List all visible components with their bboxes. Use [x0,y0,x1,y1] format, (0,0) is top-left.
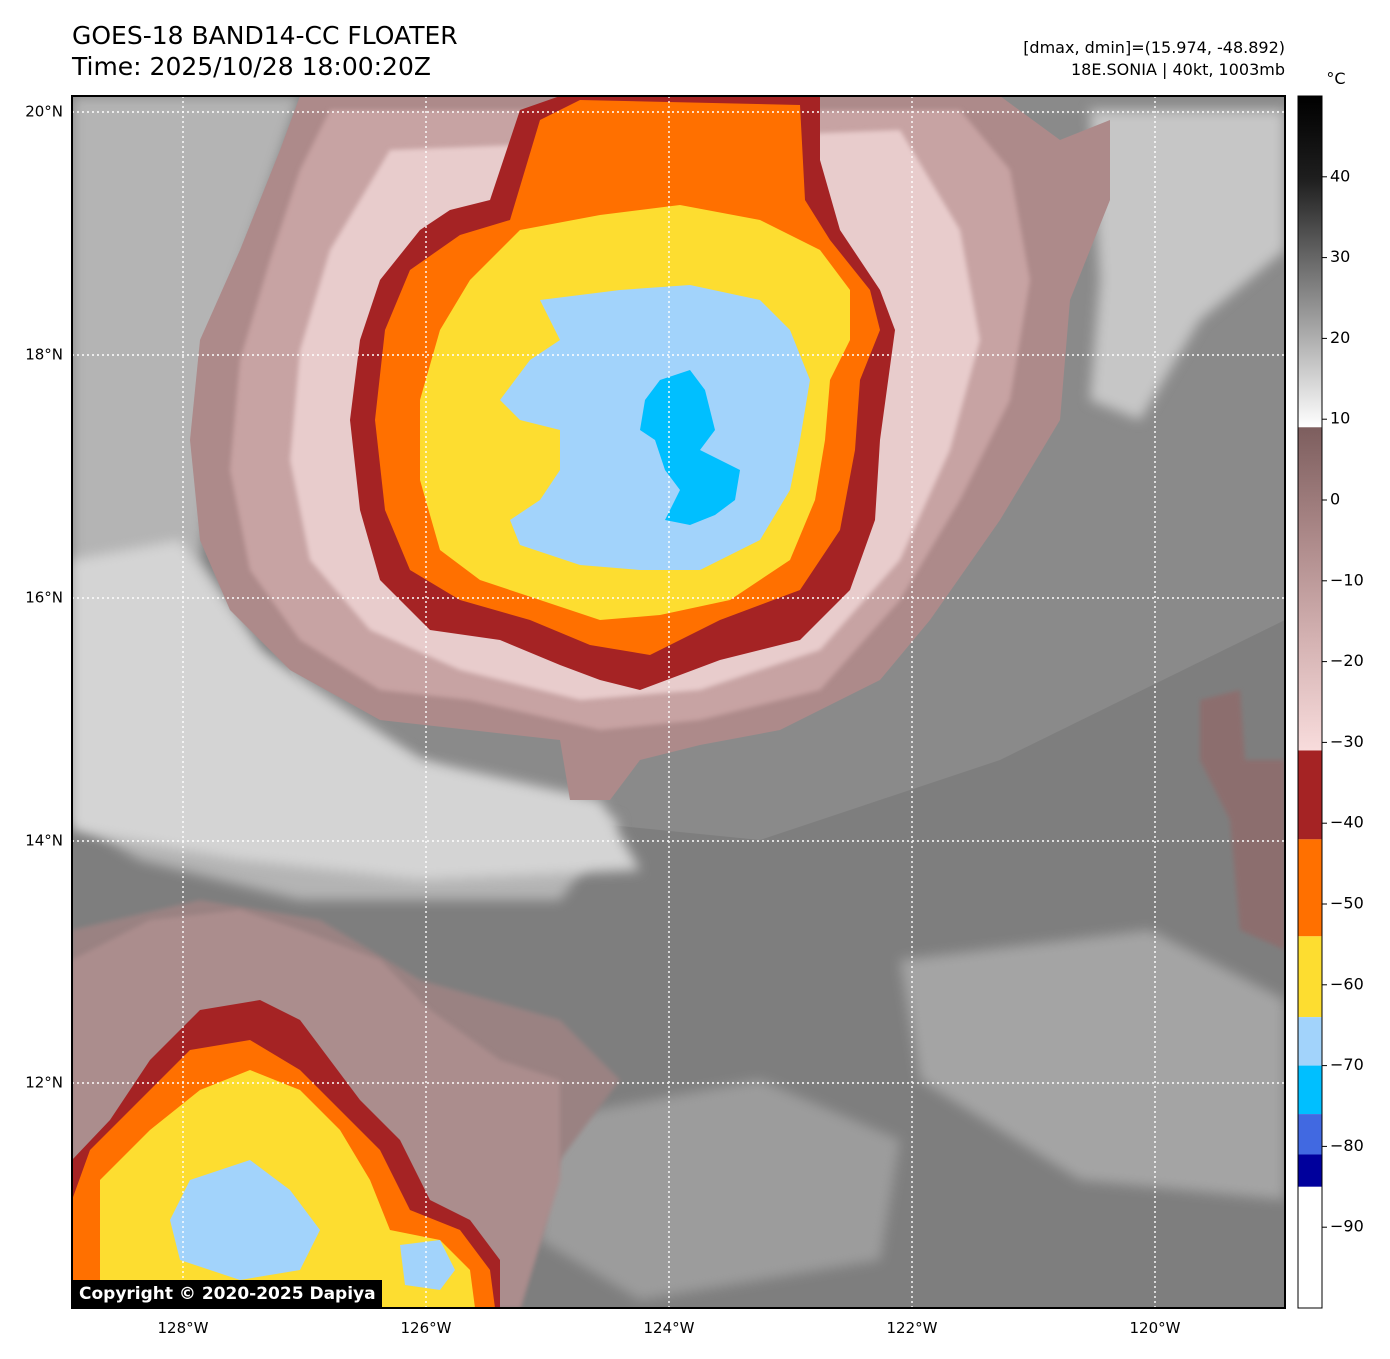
map-frame [71,95,1286,1309]
lon-tick-label: 120°W [1130,1319,1181,1337]
colorbar-tick-label: −40 [1330,813,1364,832]
colorbar-tick-label: −60 [1330,974,1364,993]
lat-tick-label: 16°N [25,589,63,607]
colorbar-segment [1298,750,1322,840]
observation-time: Time: 2025/10/28 18:00:20Z [72,52,431,81]
colorbar-segment [1298,1017,1322,1066]
graticule [72,96,1285,1308]
colorbar-tick-label: 40 [1330,166,1350,185]
copyright-notice: Copyright © 2020-2025 Dapiya [73,1280,382,1308]
lon-tick-label: 122°W [887,1319,938,1337]
colorbar-tick-label: 10 [1330,409,1350,428]
colorbar-unit: °C [1326,69,1345,88]
colorbar-tick-label: 20 [1330,328,1350,347]
lat-tick-label: 18°N [25,346,63,364]
temperature-range-readout: [dmax, dmin]=(15.974, -48.892) [1023,38,1285,57]
colorbar-segment [1298,96,1322,428]
lat-tick-label: 12°N [25,1074,63,1092]
colorbar-segment [1298,1186,1322,1308]
colorbar-tick-label: −30 [1330,732,1364,751]
colorbar-frame [1297,95,1323,1309]
map-title: GOES-18 BAND14-CC FLOATER [72,21,458,50]
temperature-colorbar: 40 30 20 10 0 −10 −20 −30 −40 −50 −60 −70 −80 −90 [1297,95,1364,1309]
lat-tick-label: 14°N [25,832,63,850]
colorbar-tick-label: −10 [1330,570,1364,589]
colorbar-tick-label: 0 [1330,490,1340,509]
cold-core-blue [640,370,740,525]
colorbar-tick-label: −90 [1330,1217,1364,1236]
colorbar-segment [1298,839,1322,937]
lon-tick-label: 128°W [158,1319,209,1337]
lat-tick-label: 20°N [25,103,63,121]
colorbar-segment [1298,1065,1322,1115]
colorbar-tick-label: −20 [1330,651,1364,670]
lon-tick-label: 124°W [644,1319,695,1337]
satellite-imagery [72,96,1285,1308]
colorbar-segment [1298,1114,1322,1155]
colorbar-segment [1298,1154,1322,1187]
colorbar-tick-label: −50 [1330,894,1364,913]
lon-tick-label: 126°W [401,1319,452,1337]
storm-info: 18E.SONIA | 40kt, 1003mb [1070,60,1285,79]
colorbar-segment [1298,427,1322,751]
colorbar-tick-label: 30 [1330,247,1350,266]
colorbar-segment [1298,936,1322,1018]
colorbar-tick-label: −70 [1330,1055,1364,1074]
colorbar-tick-label: −80 [1330,1136,1364,1155]
